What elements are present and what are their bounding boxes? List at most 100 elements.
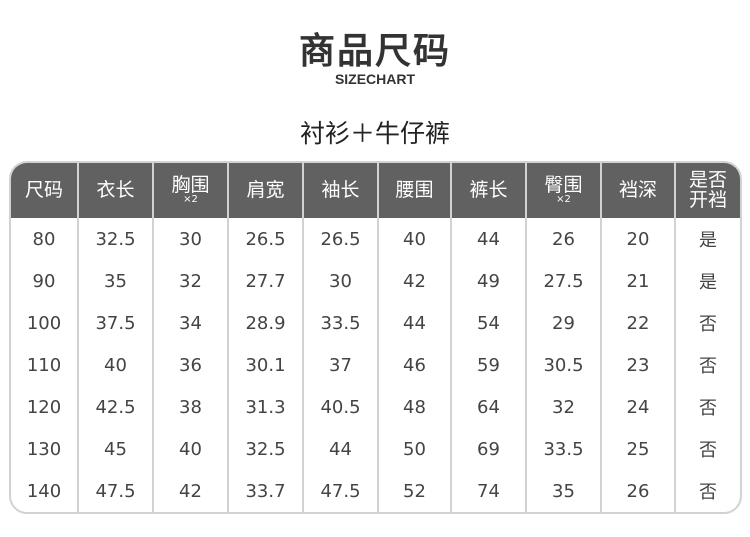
table-cell: 100 xyxy=(26,312,62,334)
table-cell: 32 xyxy=(152,260,228,302)
column-header: 袖长 xyxy=(302,163,378,218)
table-cell: 33.7 xyxy=(227,470,303,512)
table-cell: 27.5 xyxy=(525,260,601,302)
table-cell: 90 xyxy=(32,270,56,292)
table-cell: 28.9 xyxy=(227,302,303,344)
table-cell: 35 xyxy=(525,470,601,512)
column-header-label: 胸围 xyxy=(171,174,210,197)
table-cell: 36 xyxy=(152,344,228,386)
column-header-label: 裤长 xyxy=(469,178,508,201)
table-cell: 27.7 xyxy=(227,260,303,302)
table-row: 80 32.5 30 26.5 26.5 40 44 26 20 是 xyxy=(11,218,740,260)
table-cell: 26 xyxy=(600,470,675,512)
table-cell: 30 xyxy=(302,260,378,302)
column-header-label: 是否 开裆 xyxy=(688,168,727,211)
table-cell: 21 xyxy=(600,260,675,302)
column-header: 腰围 xyxy=(377,163,451,218)
column-header-multiplier: ×2 xyxy=(183,193,198,205)
table-cell: 35 xyxy=(77,260,153,302)
column-header-label: 腰围 xyxy=(395,178,434,201)
table-cell: 34 xyxy=(152,302,228,344)
table-cell: 是 xyxy=(674,260,740,302)
table-row: 120 42.5 38 31.3 40.5 48 64 32 24 否 xyxy=(11,386,740,428)
table-cell: 37.5 xyxy=(77,302,153,344)
column-header: 裆深 xyxy=(600,163,675,218)
table-cell: 120 xyxy=(26,396,62,418)
table-cell: 47.5 xyxy=(77,470,153,512)
column-header: 臀围 ×2 xyxy=(525,163,601,218)
table-row: 110 40 36 30.1 37 46 59 30.5 23 否 xyxy=(11,344,740,386)
table-cell: 25 xyxy=(600,428,675,470)
column-header: 尺码 xyxy=(11,163,78,218)
table-cell: 31.3 xyxy=(227,386,303,428)
table-row: 140 47.5 42 33.7 47.5 52 74 35 26 否 xyxy=(11,470,740,512)
table-cell: 否 xyxy=(674,470,740,512)
column-header: 是否 开裆 xyxy=(674,163,740,218)
table-cell: 26.5 xyxy=(302,218,378,260)
table-cell: 40 xyxy=(377,218,451,260)
table-cell: 44 xyxy=(450,218,526,260)
table-cell: 26 xyxy=(525,218,601,260)
table-cell: 32 xyxy=(525,386,601,428)
table-cell: 48 xyxy=(377,386,451,428)
table-cell: 64 xyxy=(450,386,526,428)
table-cell: 30.1 xyxy=(227,344,303,386)
table-cell: 33.5 xyxy=(525,428,601,470)
table-row: 100 37.5 34 28.9 33.5 44 54 29 22 否 xyxy=(11,302,740,344)
table-row: 90 35 32 27.7 30 42 49 27.5 21 是 xyxy=(11,260,740,302)
table-cell: 22 xyxy=(600,302,675,344)
table-cell: 32.5 xyxy=(227,428,303,470)
table-cell: 54 xyxy=(450,302,526,344)
table-cell: 74 xyxy=(450,470,526,512)
table-cell: 140 xyxy=(26,480,62,502)
table-cell: 110 xyxy=(26,354,62,376)
column-header: 衣长 xyxy=(77,163,153,218)
table-cell: 42 xyxy=(377,260,451,302)
column-header-label: 尺码 xyxy=(24,178,63,201)
table-cell: 47.5 xyxy=(302,470,378,512)
column-header: 裤长 xyxy=(450,163,526,218)
column-header: 肩宽 xyxy=(227,163,303,218)
table-cell: 32.5 xyxy=(77,218,153,260)
table-cell: 40 xyxy=(152,428,228,470)
table-cell: 42 xyxy=(152,470,228,512)
column-header-label: 袖长 xyxy=(321,178,360,201)
table-cell: 37 xyxy=(302,344,378,386)
table-cell: 80 xyxy=(32,228,56,250)
table-cell: 50 xyxy=(377,428,451,470)
page-subtitle: SIZECHART xyxy=(334,71,416,87)
section-title: 衬衫＋牛仔裤 xyxy=(299,119,450,148)
table-cell: 否 xyxy=(674,302,740,344)
column-header-label: 衣长 xyxy=(96,178,135,201)
table-cell: 38 xyxy=(152,386,228,428)
table-cell: 否 xyxy=(674,428,740,470)
table-cell: 24 xyxy=(600,386,675,428)
table-cell: 44 xyxy=(377,302,451,344)
table-cell: 29 xyxy=(525,302,601,344)
table-cell: 130 xyxy=(26,438,62,460)
table-cell: 26.5 xyxy=(227,218,303,260)
table-row: 130 45 40 32.5 44 50 69 33.5 25 否 xyxy=(11,428,740,470)
table-cell: 33.5 xyxy=(302,302,378,344)
table-cell: 23 xyxy=(600,344,675,386)
table-cell: 49 xyxy=(450,260,526,302)
table-cell: 否 xyxy=(674,344,740,386)
table-cell: 59 xyxy=(450,344,526,386)
column-header: 胸围 ×2 xyxy=(152,163,228,218)
column-header-label: 臀围 xyxy=(544,174,583,197)
table-cell: 69 xyxy=(450,428,526,470)
table-cell: 30 xyxy=(152,218,228,260)
table-cell: 42.5 xyxy=(77,386,153,428)
size-chart-table: 尺码 衣长 胸围 ×2 肩宽 袖长 腰围 裤长 臀围 ×2 裆深 是否 开裆 80 32.5 30 26.5… xyxy=(9,161,742,514)
table-cell: 40 xyxy=(77,344,153,386)
column-header-label: 肩宽 xyxy=(246,178,285,201)
table-cell: 30.5 xyxy=(525,344,601,386)
table-cell: 是 xyxy=(674,218,740,260)
column-header-multiplier: ×2 xyxy=(556,193,571,205)
table-cell: 45 xyxy=(77,428,153,470)
table-cell: 44 xyxy=(302,428,378,470)
table-cell: 52 xyxy=(377,470,451,512)
table-cell: 否 xyxy=(674,386,740,428)
column-header-label: 裆深 xyxy=(618,178,657,201)
table-cell: 20 xyxy=(600,218,675,260)
